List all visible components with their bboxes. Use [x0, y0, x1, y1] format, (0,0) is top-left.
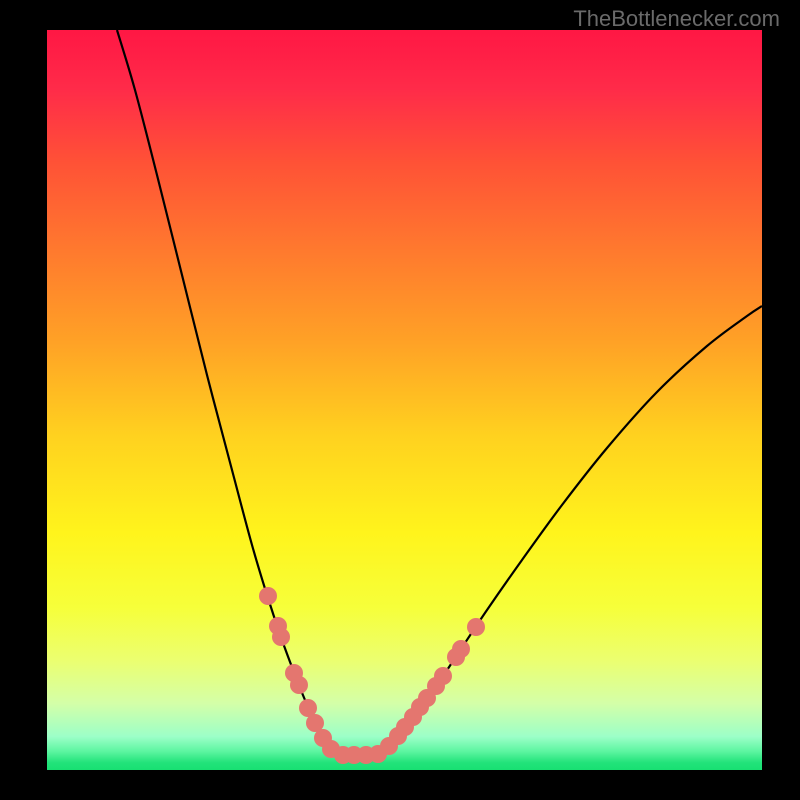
data-marker — [259, 587, 277, 605]
data-marker — [452, 640, 470, 658]
data-marker — [272, 628, 290, 646]
watermark-text: TheBottlenecker.com — [573, 6, 780, 32]
data-marker — [434, 667, 452, 685]
gradient-background — [47, 30, 762, 770]
chart-svg — [47, 30, 762, 770]
chart-area — [47, 30, 762, 770]
data-marker — [290, 676, 308, 694]
chart-container: TheBottlenecker.com — [0, 0, 800, 800]
data-marker — [467, 618, 485, 636]
